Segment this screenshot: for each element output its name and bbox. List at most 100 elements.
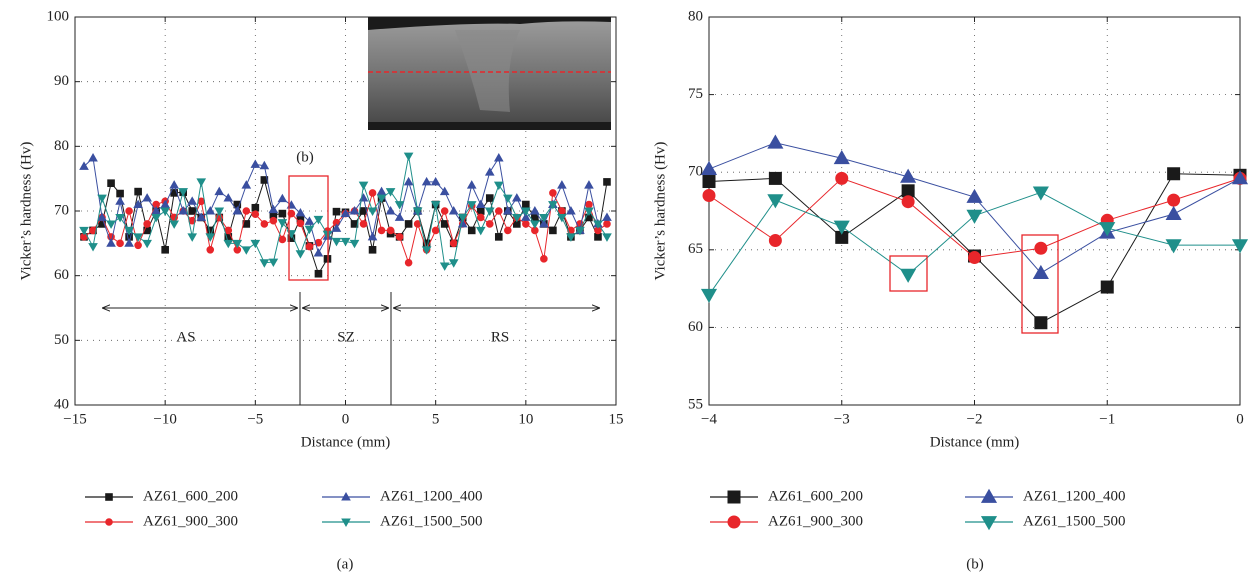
marker [440, 220, 449, 228]
marker [340, 208, 351, 218]
y-tick-label: 80 [54, 138, 69, 154]
y-tick-label: 60 [688, 319, 703, 335]
marker [125, 207, 133, 215]
y-tick-label: 55 [688, 396, 703, 412]
y-tick-label: 90 [54, 73, 69, 89]
marker [476, 213, 485, 222]
marker [584, 180, 594, 189]
marker [340, 237, 351, 247]
marker [467, 226, 476, 235]
marker [151, 206, 161, 215]
marker [557, 213, 567, 223]
marker [187, 233, 198, 242]
marker [368, 246, 377, 254]
y-tick-label: 65 [688, 241, 703, 257]
marker [768, 233, 782, 247]
marker [151, 213, 161, 223]
legend-label: AZ61_600_200 [143, 488, 238, 504]
x-tick-label: 15 [609, 411, 624, 427]
marker [160, 207, 170, 216]
marker [304, 216, 315, 225]
y-axis-label: Vicker’s hardness (Hv) [18, 142, 34, 281]
marker [404, 258, 413, 267]
marker [232, 206, 243, 215]
marker [1034, 316, 1048, 330]
marker [296, 219, 305, 228]
y-tick-label: 50 [54, 332, 69, 348]
marker [404, 220, 413, 228]
annotation: SZ [337, 329, 355, 345]
marker [1100, 280, 1114, 294]
marker [566, 233, 576, 242]
marker [1231, 239, 1249, 254]
marker [767, 194, 784, 209]
marker [88, 243, 98, 252]
marker [349, 206, 360, 215]
marker [349, 239, 360, 249]
marker [439, 186, 450, 196]
marker [224, 226, 233, 235]
marker [97, 194, 107, 204]
marker [575, 226, 585, 236]
marker [530, 206, 540, 215]
marker [1167, 167, 1181, 181]
marker [466, 180, 477, 189]
marker [539, 213, 549, 223]
marker [115, 196, 125, 205]
marker [107, 179, 115, 187]
marker [602, 233, 612, 242]
legend-marker [727, 490, 741, 504]
marker [430, 201, 441, 210]
marker [187, 196, 198, 205]
marker [134, 241, 142, 250]
marker [475, 226, 486, 236]
marker [79, 226, 89, 236]
x-axis-label: Distance (mm) [930, 434, 1020, 450]
caption: (a) [337, 556, 354, 572]
marker [530, 220, 540, 229]
marker [431, 226, 440, 235]
legend-marker [105, 493, 113, 501]
marker [133, 199, 143, 209]
x-tick-label: −4 [701, 411, 717, 427]
marker [603, 178, 611, 186]
marker [900, 168, 917, 183]
y-tick-label: 80 [688, 8, 703, 24]
marker [1099, 222, 1116, 237]
legend-marker [341, 518, 351, 527]
x-tick-label: 0 [1236, 411, 1244, 427]
marker [593, 220, 603, 229]
marker [521, 212, 531, 221]
marker [313, 215, 324, 225]
marker [259, 160, 270, 170]
marker [394, 212, 405, 221]
marker [376, 194, 387, 204]
marker [242, 207, 251, 215]
marker [700, 288, 718, 304]
legend-label: AZ61_1200_400 [380, 488, 483, 504]
plot-frame [708, 16, 1241, 406]
marker [124, 226, 134, 236]
marker [241, 246, 252, 255]
marker [493, 153, 504, 162]
marker [475, 199, 486, 209]
legend-marker [105, 518, 113, 526]
x-tick-label: −1 [1099, 411, 1115, 427]
marker [548, 201, 558, 210]
marker [277, 219, 288, 228]
marker [295, 207, 306, 217]
marker [522, 200, 530, 209]
marker [359, 220, 368, 228]
marker [124, 238, 134, 247]
highlight-box [889, 255, 928, 292]
marker [484, 207, 495, 216]
marker [133, 233, 143, 242]
marker [88, 153, 98, 162]
marker [367, 231, 378, 241]
marker [511, 213, 522, 223]
y-tick-label: 40 [54, 396, 69, 412]
marker [539, 218, 549, 228]
x-tick-label: 0 [342, 411, 350, 427]
